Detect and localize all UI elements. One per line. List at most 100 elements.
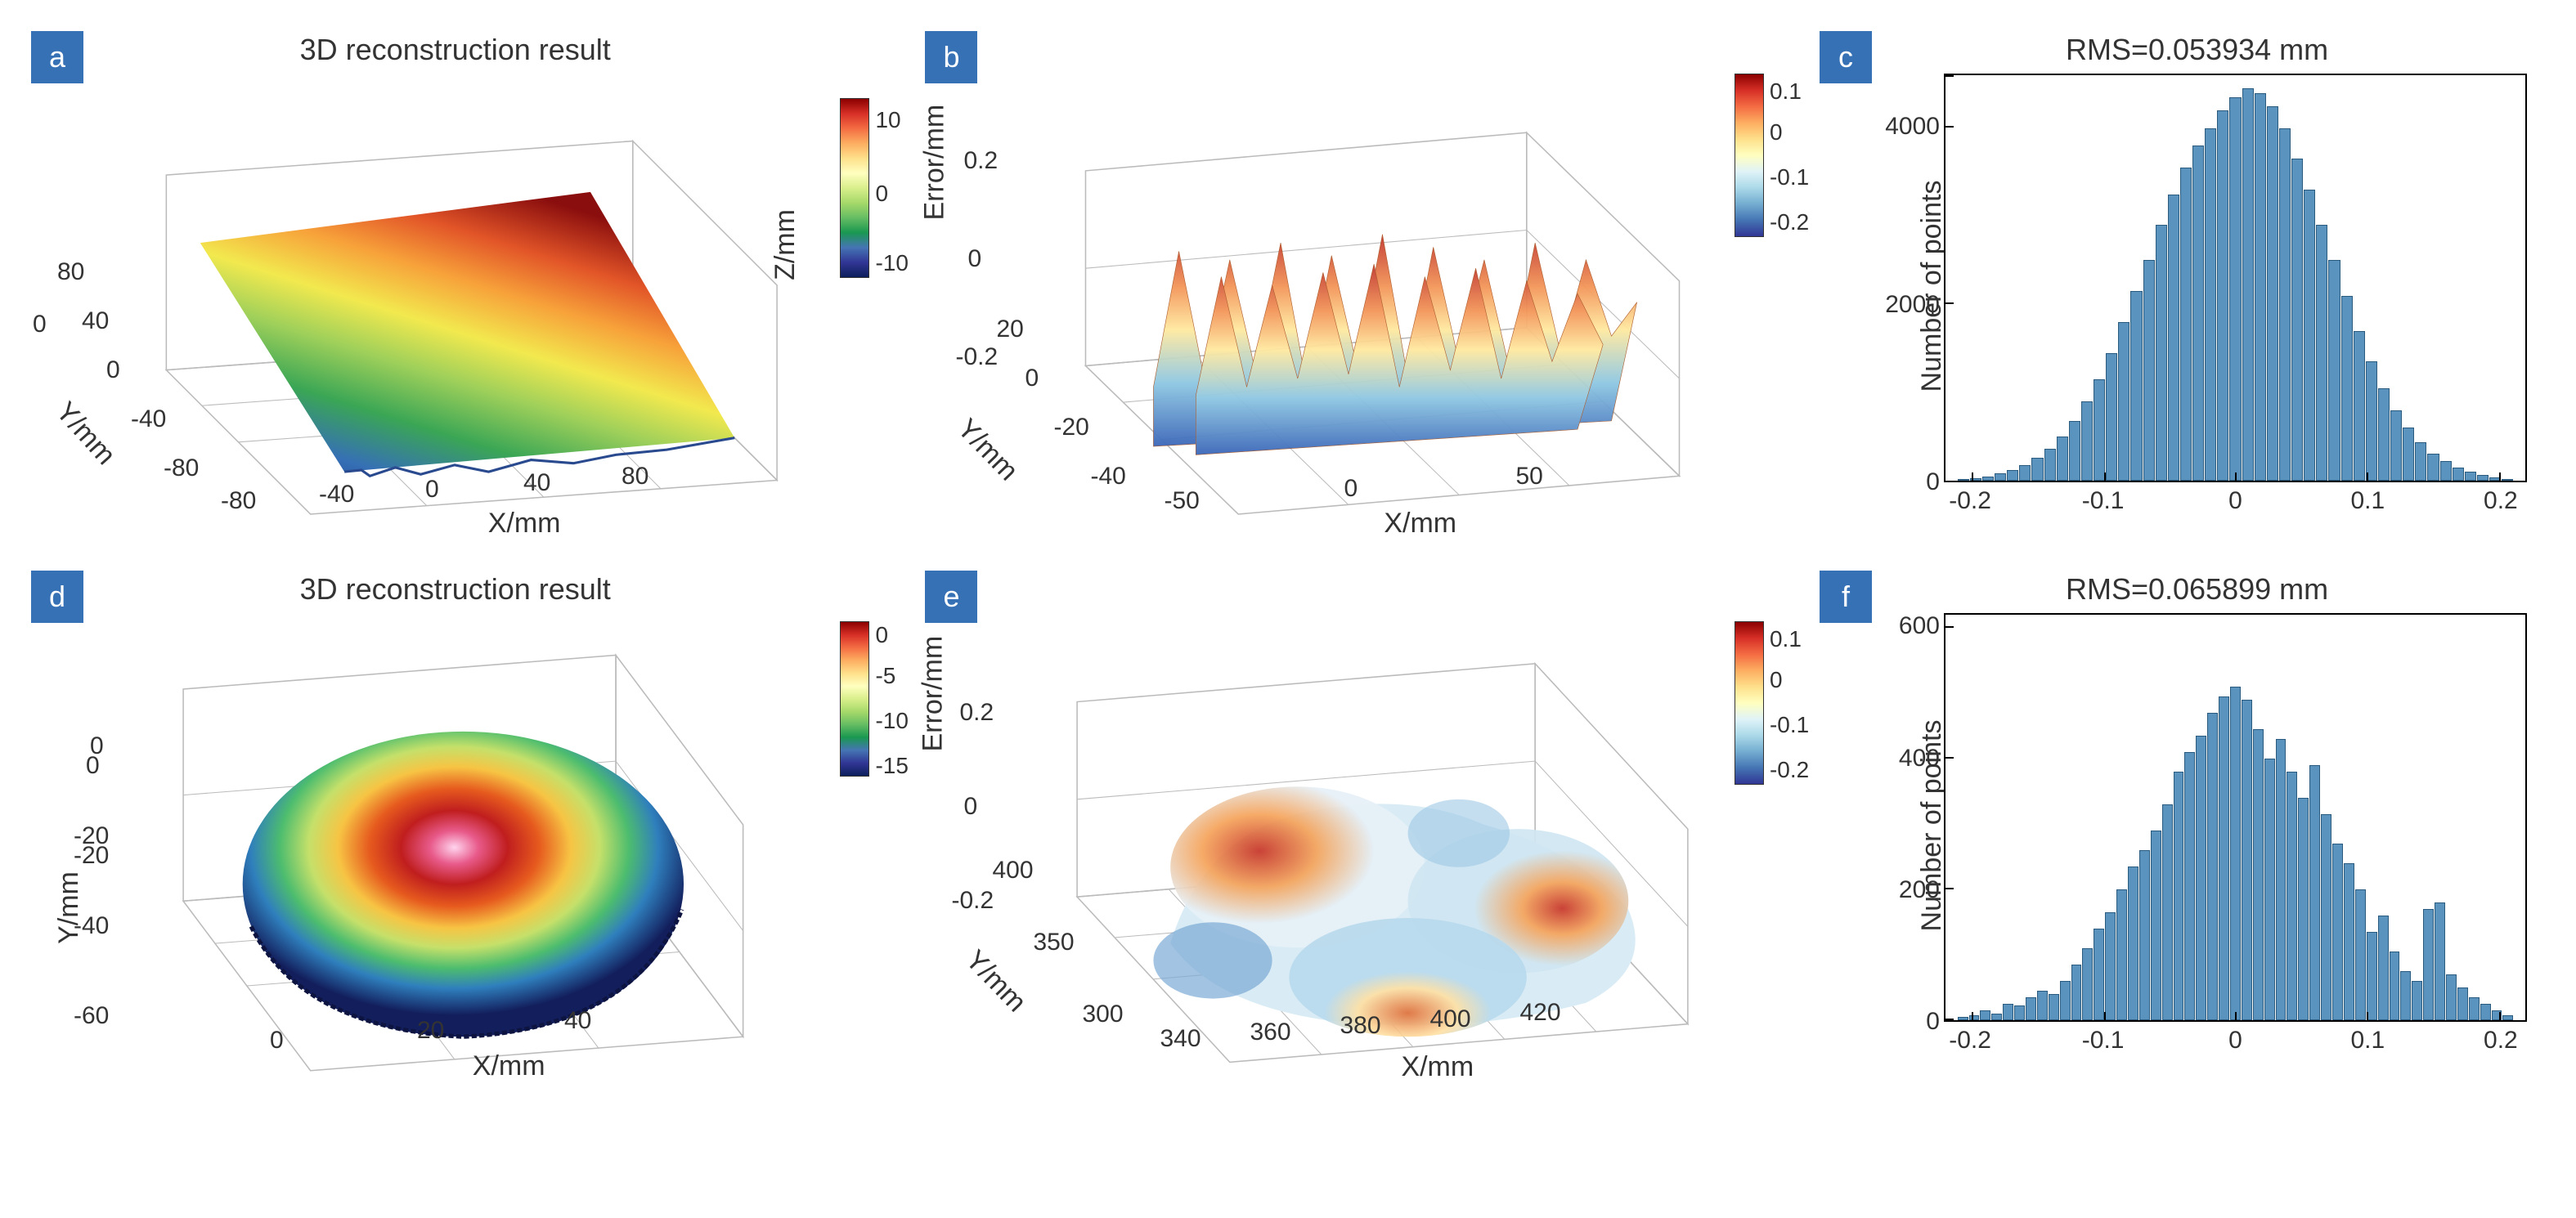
title-d: 3D reconstruction result xyxy=(300,572,611,607)
hist-bar xyxy=(2106,353,2117,481)
cbtick-b-0: 0.1 xyxy=(1770,78,1802,105)
hist-bar xyxy=(2276,739,2287,1020)
hist-bar xyxy=(2403,428,2414,481)
hist-bar xyxy=(2446,974,2457,1020)
ytick-f-0: 0 xyxy=(1926,1008,1940,1036)
ytick-d-0: -60 xyxy=(74,1002,109,1030)
cbtick-e-0: 0.1 xyxy=(1770,626,1802,652)
xlabel-e: X/mm xyxy=(1401,1051,1474,1083)
plot3d-e: X/mm Y/mm Error/mm 340 360 380 400 420 3… xyxy=(918,564,1780,1087)
ytick-a-1: -40 xyxy=(131,405,166,433)
xtick-e-3: 400 xyxy=(1429,1005,1470,1033)
hist-bar xyxy=(2423,909,2434,1020)
hist-bar xyxy=(2412,981,2422,1020)
figure-grid: a 3D reconstruction result xyxy=(25,25,2551,1087)
panel-label-b: b xyxy=(925,31,977,83)
xtick-a-2: 0 xyxy=(425,476,439,504)
hist-bar xyxy=(2366,361,2377,481)
hist-bar xyxy=(2219,696,2229,1020)
panel-e: e xyxy=(918,564,1780,1087)
ytick-e-0: 300 xyxy=(1082,1001,1123,1028)
hist-bar xyxy=(2390,410,2402,481)
ytick-f-1: 200 xyxy=(1899,876,1940,904)
panel-d: d 3D reconstruction result xyxy=(25,564,886,1087)
ytick-b-3: 20 xyxy=(996,316,1023,343)
xtick-b-0: -50 xyxy=(1164,487,1199,515)
hist-bar xyxy=(2180,168,2192,481)
ytick-a-2: 0 xyxy=(106,356,120,384)
hist-bar xyxy=(2427,454,2439,481)
cbtick-a-1: 0 xyxy=(875,181,888,207)
hist-bar xyxy=(2321,814,2331,1020)
hist-bar xyxy=(2019,465,2031,481)
ytick-f-2: 400 xyxy=(1899,745,1940,772)
ztick-d-0: -20 xyxy=(74,842,109,870)
histbars-f xyxy=(1945,615,2525,1020)
ytick-b-2: 0 xyxy=(1025,365,1039,392)
hist-bar xyxy=(2465,472,2476,481)
cbtick-d-0: 0 xyxy=(875,622,888,648)
hist-bar xyxy=(2457,987,2468,1020)
hist-bar xyxy=(2242,700,2252,1020)
hist-bar xyxy=(2071,965,2082,1020)
panel-label-d: d xyxy=(31,571,83,623)
ytick-c-1: 2000 xyxy=(1885,291,1940,319)
cbtick-e-2: -0.1 xyxy=(1770,712,1809,738)
hist-bar xyxy=(1958,1017,1968,1020)
ztick-b-1: 0 xyxy=(967,245,981,273)
hist-bar xyxy=(2229,97,2241,481)
hist-bar xyxy=(2174,772,2184,1020)
ytick-f-3: 600 xyxy=(1899,612,1940,640)
ytick-d-1: -40 xyxy=(74,912,109,940)
hist-bar xyxy=(2298,798,2309,1020)
hist-bar xyxy=(2196,736,2206,1020)
title-c: RMS=0.053934 mm xyxy=(2066,33,2328,67)
hist-bar xyxy=(2242,88,2254,481)
panel-c: c RMS=0.053934 mm Number of points 0 200… xyxy=(1813,25,2551,548)
ztick-e-1: 0 xyxy=(963,793,977,821)
ytick-b-1: -20 xyxy=(1053,414,1088,441)
ztick-a-0: 0 xyxy=(33,311,47,338)
ytick-b-0: -40 xyxy=(1090,463,1125,490)
hist-bar xyxy=(2400,971,2411,1020)
xtick-c-0: -0.2 xyxy=(1949,487,1991,515)
xtick-b-2: 50 xyxy=(1515,463,1542,490)
hist-bar xyxy=(2287,772,2297,1020)
hist-bar xyxy=(2355,889,2366,1020)
ztick-b-2: 0.2 xyxy=(963,147,998,175)
hist-bar xyxy=(2081,401,2093,481)
hist-bar xyxy=(2440,461,2452,481)
xtick-d-0: 0 xyxy=(270,1027,284,1055)
ztick-d-1: 0 xyxy=(86,752,100,780)
panel-a: a 3D reconstruction result xyxy=(25,25,886,548)
hist-bar xyxy=(1958,479,1969,481)
histarea-c xyxy=(1944,74,2527,482)
hist-f: RMS=0.065899 mm Number of points 0 200 4… xyxy=(1813,564,2551,1087)
hist-bar xyxy=(2014,1005,2025,1020)
hist-bar xyxy=(2264,759,2275,1020)
hist-bar xyxy=(2253,729,2264,1020)
hist-bar xyxy=(2162,804,2173,1020)
zlabel-e: Error/mm xyxy=(918,636,949,752)
hist-bar xyxy=(2354,331,2365,481)
ztick-e-2: 0.2 xyxy=(959,699,994,727)
hist-bar xyxy=(2480,1004,2491,1020)
ytick-a-4: 80 xyxy=(57,258,84,286)
cbtick-b-3: -0.2 xyxy=(1770,209,1809,235)
hist-bar xyxy=(2003,1004,2013,1020)
xtick-a-4: 80 xyxy=(622,463,648,490)
panel-label-c: c xyxy=(1820,31,1872,83)
xtick-f-4: 0.2 xyxy=(2484,1027,2518,1055)
zlabel-b: Error/mm xyxy=(919,105,951,221)
hist-bar xyxy=(2116,889,2127,1020)
histbars-c xyxy=(1945,75,2525,481)
hist-bar xyxy=(2057,437,2068,481)
hist-bar xyxy=(2502,1015,2513,1020)
hist-bar xyxy=(2217,110,2228,481)
xtick-c-1: -0.1 xyxy=(2082,487,2125,515)
hist-bar xyxy=(2316,225,2327,481)
hist-bar xyxy=(2291,159,2303,481)
hist-bar xyxy=(2130,291,2142,481)
hist-bar xyxy=(2230,687,2241,1020)
hist-bar xyxy=(2105,912,2116,1020)
